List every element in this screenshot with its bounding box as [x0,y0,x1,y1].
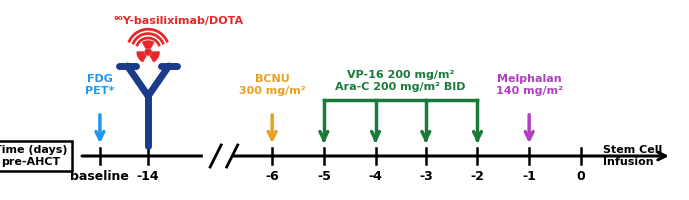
Text: Melphalan
140 mg/m²: Melphalan 140 mg/m² [495,74,563,96]
Text: 0: 0 [577,170,585,183]
Text: -3: -3 [419,170,433,183]
Text: -2: -2 [471,170,484,183]
Text: -14: -14 [137,170,159,183]
Text: BCNU
300 mg/m²: BCNU 300 mg/m² [239,74,305,96]
Text: Stem Cell
Infusion: Stem Cell Infusion [603,145,662,167]
Text: -1: -1 [522,170,536,183]
Text: baseline: baseline [70,170,130,183]
Text: -4: -4 [369,170,382,183]
Text: VP-16 200 mg/m²
Ara-C 200 mg/m² BID: VP-16 200 mg/m² Ara-C 200 mg/m² BID [336,70,466,92]
Text: Time (days)
pre-AHCT: Time (days) pre-AHCT [0,145,68,167]
Polygon shape [137,52,146,62]
Text: -6: -6 [265,170,279,183]
Text: FDG
PET*: FDG PET* [85,74,114,96]
Polygon shape [143,41,154,48]
Ellipse shape [145,49,151,55]
Polygon shape [150,52,159,62]
Text: ⁹⁰Y-basiliximab/DOTA: ⁹⁰Y-basiliximab/DOTA [114,16,244,26]
Text: -5: -5 [317,170,331,183]
